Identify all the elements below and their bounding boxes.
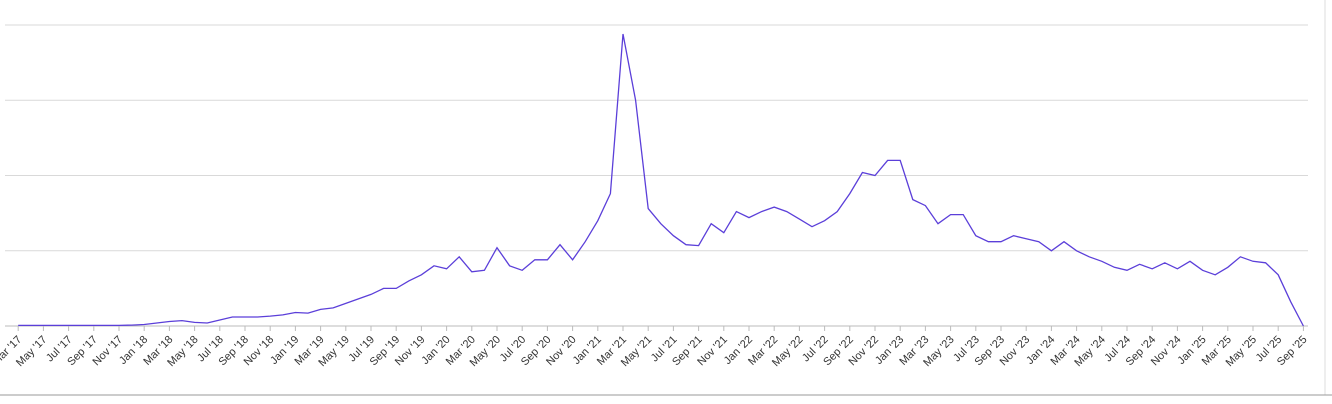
line [18, 33, 1304, 327]
